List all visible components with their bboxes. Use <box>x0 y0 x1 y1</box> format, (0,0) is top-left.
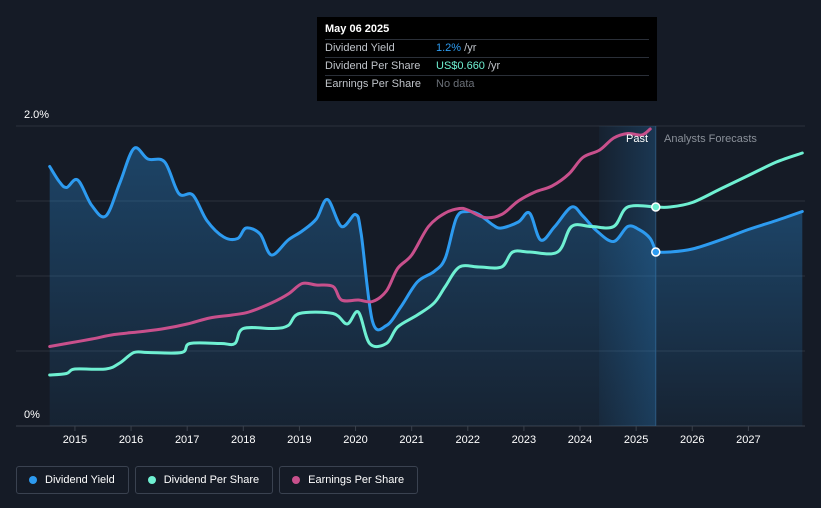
current-value-marker <box>651 247 661 257</box>
tooltip-date: May 06 2025 <box>325 23 649 40</box>
legend-label: Earnings Per Share <box>308 474 405 486</box>
area-fills <box>49 147 803 426</box>
series-lines <box>48 127 804 377</box>
tooltip-label: Dividend Per Share <box>325 60 421 72</box>
earnings-per-share-line <box>48 127 652 348</box>
tooltip-value: US$0.660 <box>436 60 485 72</box>
dividend-yield-area <box>49 147 656 426</box>
tooltip-label: Dividend Yield <box>325 42 395 54</box>
x-tick-label: 2027 <box>736 434 760 446</box>
legend-label: Dividend Per Share <box>163 474 260 486</box>
x-tick-label: 2021 <box>399 434 423 446</box>
tooltip-row-dividend-yield: Dividend Yield 1.2% /yr <box>325 40 649 58</box>
past-label: Past <box>626 133 648 145</box>
tooltip-row-earnings-per-share: Earnings Per Share No data <box>325 76 649 93</box>
x-tick-label: 2025 <box>624 434 648 446</box>
forecast-label: Analysts Forecasts <box>664 133 757 145</box>
tooltip-label: Earnings Per Share <box>325 78 421 90</box>
legend-earnings-per-share[interactable]: Earnings Per Share <box>279 466 419 494</box>
current-value-marker <box>651 202 661 212</box>
legend: Dividend Yield Dividend Per Share Earnin… <box>16 466 419 494</box>
x-tick-label: 2015 <box>63 434 87 446</box>
x-tick-label: 2022 <box>456 434 480 446</box>
tooltip: May 06 2025 Dividend Yield 1.2% /yr Divi… <box>317 17 657 101</box>
x-tick-label: 2020 <box>343 434 367 446</box>
dividend-yield-forecast-line <box>654 210 804 254</box>
legend-dot-icon <box>147 476 156 484</box>
tooltip-unit: /yr <box>484 60 501 72</box>
dividend-yield-forecast-area <box>655 211 803 426</box>
x-tick-label: 2017 <box>175 434 199 446</box>
legend-dot-icon <box>29 476 37 484</box>
dividend-per-share-forecast-line <box>654 151 804 209</box>
legend-label: Dividend Yield <box>45 474 115 486</box>
x-tick-label: 2026 <box>680 434 704 446</box>
x-tick-label: 2016 <box>119 434 143 446</box>
x-tick-label: 2019 <box>287 434 311 446</box>
y-tick-label-bottom: 0% <box>24 409 40 421</box>
x-tick-label: 2023 <box>512 434 536 446</box>
y-tick-label-top: 2.0% <box>24 109 49 121</box>
tooltip-value: 1.2% <box>436 42 462 54</box>
tooltip-row-dividend-per-share: Dividend Per Share US$0.660 /yr <box>325 58 649 76</box>
x-tick-label: 2024 <box>568 434 592 446</box>
dividend-yield-line <box>48 146 658 332</box>
current-markers <box>651 202 661 257</box>
x-axis-ticks: 2015 2016 2017 2018 2019 2020 2021 2022 2023 2024… <box>63 426 761 446</box>
x-tick-label: 2018 <box>231 434 255 446</box>
tooltip-unit: /yr <box>461 42 477 54</box>
legend-dividend-per-share[interactable]: Dividend Per Share <box>134 466 274 494</box>
legend-dividend-yield[interactable]: Dividend Yield <box>16 466 129 494</box>
legend-dot-icon <box>292 476 301 484</box>
dividend-per-share-line <box>48 204 658 377</box>
tooltip-value: No data <box>436 78 475 90</box>
